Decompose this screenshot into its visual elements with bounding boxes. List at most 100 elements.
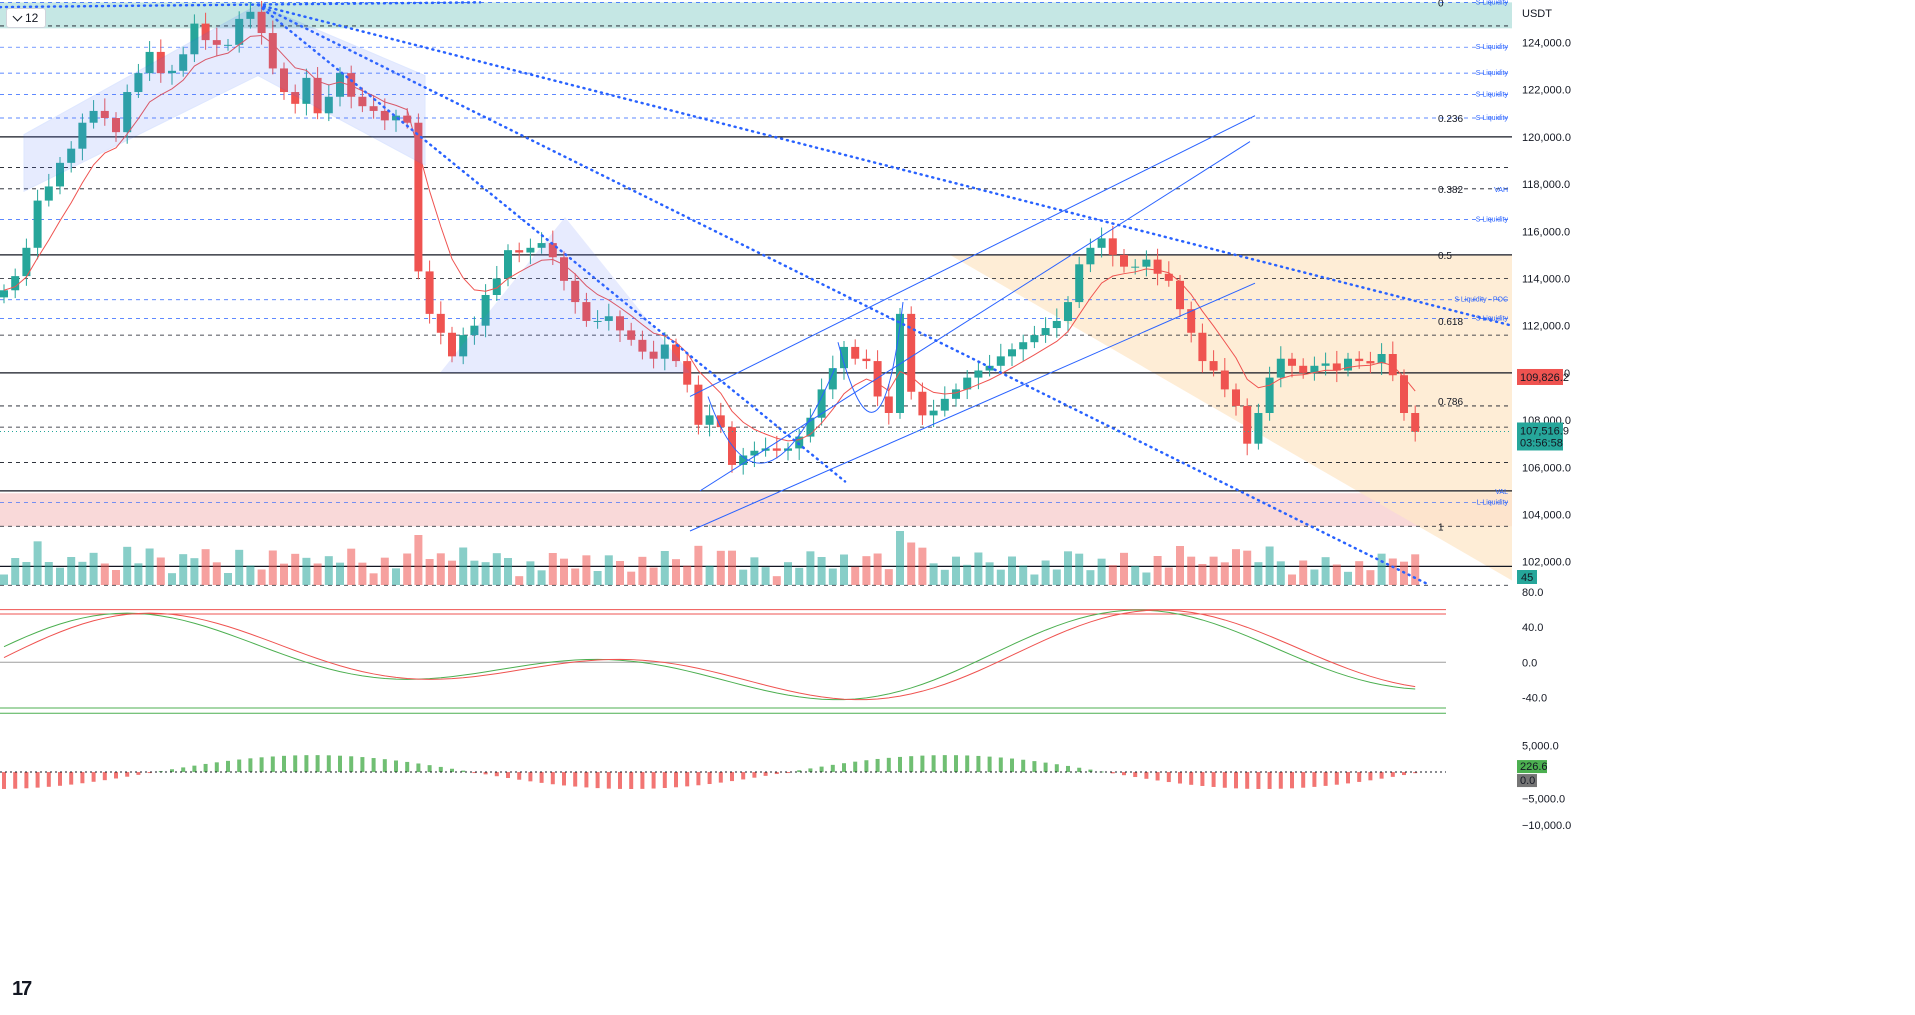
volume-bar (1164, 567, 1173, 585)
osc2-bar (998, 757, 1003, 773)
volume-bar (1299, 560, 1308, 585)
osc2-bar (248, 758, 253, 773)
osc2-bar (2, 772, 6, 789)
volume-bar (582, 555, 591, 585)
candle-body (492, 278, 501, 295)
volume-bar (336, 562, 344, 585)
osc2-bar (1267, 772, 1272, 789)
osc2-bar (730, 772, 734, 782)
osc2-bar (931, 755, 936, 773)
osc2-bar (1402, 772, 1406, 776)
candle-body (649, 351, 658, 359)
volume-bar (369, 573, 378, 585)
osc2-bar (517, 772, 522, 780)
candle-body (1019, 342, 1028, 350)
fib-label: 0.382 (1438, 185, 1463, 196)
liquidity-label: S Liquidity (1476, 0, 1509, 6)
volume-bar (257, 569, 266, 585)
candle-body (190, 23, 199, 55)
osc2-bar (1379, 772, 1384, 779)
candle-body (112, 118, 120, 133)
osc2-bar (808, 768, 813, 773)
volume-bar (268, 550, 277, 585)
volume-bar (470, 560, 479, 585)
volume-bar (190, 558, 199, 585)
volume-bar (929, 563, 938, 585)
candle-body (1299, 365, 1308, 373)
candle-body (1041, 328, 1050, 336)
interval-selector[interactable]: 12 (6, 8, 47, 28)
y-tick-label: 106,000.0 (1522, 462, 1571, 474)
candle-body (1187, 309, 1196, 333)
osc2-bar (1323, 772, 1328, 786)
volume-bar (907, 542, 916, 585)
candle-body (817, 389, 826, 418)
osc2-bar (1301, 772, 1306, 788)
osc2-bar (1178, 772, 1182, 784)
osc1-line-slow (3, 609, 1416, 701)
volume-bar (448, 560, 456, 585)
volume-bar (1265, 546, 1274, 585)
ema-line (3, 35, 1416, 442)
candle-body (100, 110, 109, 118)
osc2-bar (293, 755, 298, 773)
candle-body (582, 302, 591, 321)
volume-bar (1288, 574, 1296, 585)
volume-bar (112, 570, 120, 585)
candle-body (403, 115, 412, 123)
osc2-bar (562, 772, 566, 786)
volume-bar (324, 556, 333, 585)
volume-bar (604, 555, 613, 585)
tradingview-logo: 17 (12, 978, 32, 1000)
osc2-bar (1110, 772, 1115, 774)
volume-bar (952, 556, 960, 585)
candle-body (0, 290, 8, 298)
candle-body (1008, 349, 1016, 357)
volume-bar (291, 553, 300, 585)
osc2-bar (315, 755, 320, 773)
osc2-value-label: 226.6 (1520, 761, 1548, 773)
osc2-bar (573, 772, 578, 787)
volume-bar (481, 562, 490, 585)
candle-body (1388, 354, 1397, 376)
osc2-bar (1054, 764, 1059, 773)
cup-pattern (707, 302, 904, 464)
candle-body (940, 398, 949, 411)
osc2-bar (394, 760, 398, 773)
osc2-bar (13, 772, 18, 789)
volume-bar (873, 553, 882, 585)
volume-bar (156, 557, 165, 585)
volume-bar (1220, 562, 1229, 585)
volume-bar (1332, 564, 1341, 585)
candle-body (224, 44, 232, 46)
osc2-bar (203, 763, 208, 773)
osc2-bar (416, 763, 421, 773)
volume-bar (840, 554, 848, 585)
osc2-bar (1245, 772, 1250, 789)
volume-bar (0, 574, 8, 585)
osc2-bar (1278, 772, 1283, 789)
candle-body (1310, 365, 1319, 373)
candle-body (145, 51, 154, 74)
candle-body (280, 68, 288, 93)
osc2-bar (282, 755, 286, 773)
candle-body (1030, 335, 1039, 343)
osc2-bar (371, 758, 376, 773)
value-area-triangle (950, 254, 1512, 581)
osc2-bar (427, 765, 432, 773)
osc1-line-fast (3, 609, 1416, 701)
candle-body (78, 122, 87, 149)
volume-bar (1131, 566, 1140, 585)
osc2-bar (270, 756, 275, 773)
osc2-bar (461, 770, 466, 773)
osc2-bar (450, 768, 454, 773)
osc2-bar (830, 764, 835, 773)
key-level-label: VAH (1494, 187, 1508, 194)
candle-body (683, 361, 692, 385)
volume-bar (750, 557, 759, 585)
candle-body (537, 243, 546, 248)
osc2-bar (136, 772, 141, 775)
candle-body (392, 115, 400, 121)
osc2-zero-badge (1517, 774, 1537, 788)
